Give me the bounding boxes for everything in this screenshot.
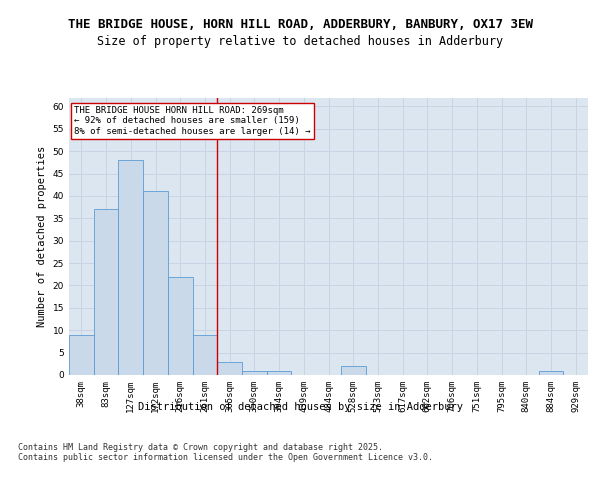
Bar <box>193 334 217 375</box>
Bar <box>341 366 365 375</box>
Bar <box>267 370 292 375</box>
Bar <box>242 370 267 375</box>
Text: THE BRIDGE HOUSE, HORN HILL ROAD, ADDERBURY, BANBURY, OX17 3EW: THE BRIDGE HOUSE, HORN HILL ROAD, ADDERB… <box>67 18 533 30</box>
Bar <box>143 192 168 375</box>
Bar <box>539 370 563 375</box>
Text: THE BRIDGE HOUSE HORN HILL ROAD: 269sqm
← 92% of detached houses are smaller (15: THE BRIDGE HOUSE HORN HILL ROAD: 269sqm … <box>74 106 311 136</box>
Bar <box>217 362 242 375</box>
Y-axis label: Number of detached properties: Number of detached properties <box>37 146 47 327</box>
Bar <box>118 160 143 375</box>
Bar <box>94 210 118 375</box>
Bar <box>69 334 94 375</box>
Text: Size of property relative to detached houses in Adderbury: Size of property relative to detached ho… <box>97 35 503 48</box>
Text: Contains HM Land Registry data © Crown copyright and database right 2025.
Contai: Contains HM Land Registry data © Crown c… <box>18 442 433 462</box>
Bar <box>168 276 193 375</box>
Text: Distribution of detached houses by size in Adderbury: Distribution of detached houses by size … <box>137 402 463 412</box>
